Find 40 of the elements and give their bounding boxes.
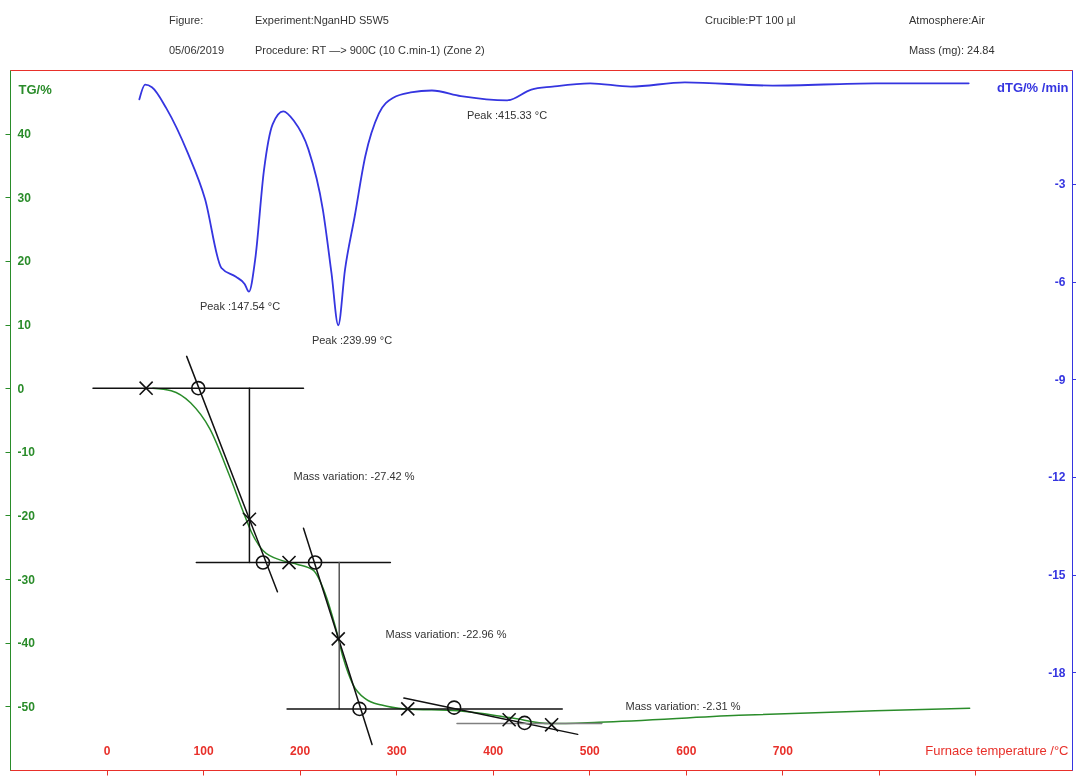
y2-tick-label: -18: [1048, 665, 1066, 680]
text: Crucible:PT 100 µl: [705, 14, 796, 26]
y-tick-label: -20: [17, 508, 36, 523]
x-tick-label: 100: [193, 743, 214, 758]
x-axis-title: Furnace temperature /°C: [925, 742, 1069, 758]
text: Procedure: RT —> 900C (10 C.min-1) (Zone 2): [255, 44, 485, 56]
x-tick-label: 400: [483, 743, 504, 758]
y-tick-label: 20: [17, 254, 32, 269]
y-tick-label: 0: [17, 381, 25, 396]
y-tick-label: -30: [17, 572, 36, 587]
y2-axis-title: dTG/% /min: [997, 79, 1069, 95]
y-tick-label: 10: [17, 318, 32, 333]
y-tick-label: -40: [17, 636, 36, 651]
y-tick-label: -10: [17, 445, 36, 460]
y-tick-label: 30: [17, 190, 32, 205]
text: Atmosphere:Air: [909, 14, 986, 26]
annotation: Peak :415.33 °C: [466, 109, 548, 121]
x-tick-label: 300: [386, 743, 408, 758]
annotation: Peak :239.99 °C: [311, 334, 393, 346]
annotation: Mass variation: -27.42 %: [293, 470, 415, 482]
x-tick-label: 0: [103, 743, 111, 758]
x-tick-label: 700: [772, 743, 794, 758]
x-tick-label: 500: [579, 743, 601, 758]
y-axis-title: TG/%: [18, 81, 53, 97]
annotation: Peak :147.54 °C: [199, 300, 281, 312]
y-tick-label: 40: [17, 127, 32, 142]
annotation: Mass variation: -22.96 %: [385, 628, 507, 640]
text: Experiment:NganHD S5W5: [255, 14, 389, 26]
y-tick-label: -50: [17, 699, 36, 714]
annotation: Mass variation: -2.31 %: [625, 700, 741, 712]
y2-tick-label: -15: [1048, 568, 1066, 583]
text: 05/06/2019: [169, 44, 225, 56]
y2-tick-label: -3: [1054, 177, 1066, 192]
y2-tick-label: -9: [1054, 372, 1066, 387]
y2-tick-label: -6: [1054, 275, 1066, 290]
x-tick-label: 200: [290, 743, 311, 758]
text: Mass (mg): 24.84: [909, 44, 995, 56]
text: Figure:: [169, 14, 204, 26]
x-tick-label: 600: [676, 743, 697, 758]
y2-tick-label: -12: [1048, 470, 1066, 485]
